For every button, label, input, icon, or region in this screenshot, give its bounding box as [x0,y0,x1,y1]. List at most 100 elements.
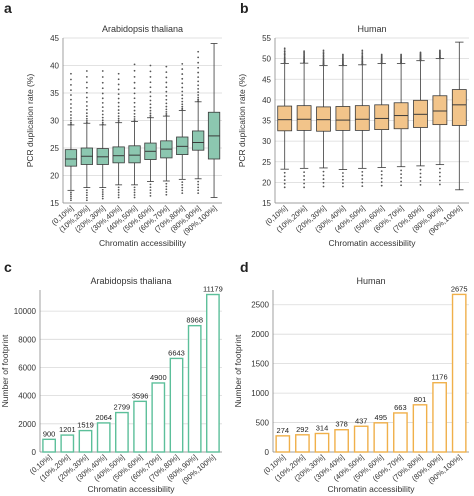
outlier-point [149,103,152,106]
outlier-point [101,92,104,95]
y-tick-label: 35 [50,89,59,98]
outlier-point [283,47,286,50]
outlier-point [197,91,200,94]
y-tick-label: 2000 [251,330,269,339]
outlier-point [85,75,88,78]
outlier-point [342,172,344,174]
outlier-point [149,194,152,197]
box-8 [192,50,205,195]
outlier-point [303,50,305,53]
bar [451,293,467,453]
box-6 [160,65,173,196]
outlier-point [70,110,72,113]
outlier-point [361,56,364,59]
outlier-point [85,189,88,192]
outlier-point [181,192,184,195]
outlier-point [117,97,120,100]
box-7 [176,62,189,195]
outlier-point [283,55,286,57]
outlier-point [361,181,364,184]
outlier-point [149,183,152,186]
y-tick-label: 55 [262,34,271,43]
outlier-point [85,91,88,94]
outlier-point [70,78,72,81]
y-tick-label: 0 [265,448,270,457]
bar-value-label: 314 [316,424,329,433]
y-tick-label: 8000 [18,335,36,344]
outlier-point [303,175,305,177]
outlier-point [85,105,88,107]
outlier-point [101,121,104,124]
bar [314,432,330,453]
bar-value-label: 378 [335,420,348,429]
outlier-point [101,116,104,119]
outlier-point [85,101,88,103]
outlier-point [283,52,286,55]
bar-value-label: 11179 [203,285,223,294]
chart-d: Human 0 500 1000 1500 2000 2500 Number of footp… [233,276,469,494]
outlier-point [380,177,383,180]
outlier-point [117,78,120,81]
y-tick-label: 15 [262,199,271,208]
outlier-point [342,182,344,185]
outlier-point [165,81,168,84]
outlier-point [101,101,104,104]
outlier-point [181,68,184,70]
outlier-point [361,49,364,52]
outlier-point [149,112,152,115]
outlier-point [283,56,286,59]
outlier-point [101,195,104,198]
outlier-point [380,181,383,183]
outlier-point [419,172,422,175]
outlier-point [181,189,184,192]
y-axis-label: Number of footprint [0,334,10,407]
outlier-point [342,53,344,56]
outlier-point [283,50,286,53]
y-tick-label: 35 [262,117,271,126]
bar-value-label: 2675 [451,284,468,293]
outlier-point [117,191,120,194]
box-1 [80,70,93,202]
y-axis-label: Number of footprint [233,334,243,407]
bar-value-label: 2799 [114,403,131,412]
outlier-point [117,194,120,196]
box-iqr [316,106,331,132]
outlier-point [322,55,325,58]
outlier-point [149,114,152,117]
outlier-point [197,180,200,183]
outlier-point [197,189,200,192]
outlier-point [342,185,344,188]
outlier-point [342,178,344,181]
outlier-point [70,103,72,105]
outlier-point [133,186,136,189]
outlier-point [322,57,325,60]
outlier-point [197,186,200,189]
outlier-point [165,102,168,105]
bar-value-label: 437 [355,416,368,425]
x-axis-label: Chromatin accessibility [88,484,176,494]
outlier-point [101,81,104,84]
bar [373,422,389,453]
outlier-point [85,81,88,84]
outlier-point [181,82,184,85]
box-3 [335,53,351,188]
box-3 [112,72,125,199]
bar [295,434,310,453]
y-tick-label: 20 [50,172,59,181]
y-axis-label: PCR duplication rate (%) [25,74,35,168]
outlier-point [117,88,120,91]
outlier-point [117,121,120,123]
outlier-point [165,71,168,74]
outlier-point [149,64,152,67]
outlier-point [117,196,120,199]
box-8 [432,49,448,186]
y-tick-label: 30 [50,117,59,126]
box-5 [374,53,390,187]
chart-title: Human [356,276,385,286]
outlier-point [133,196,136,199]
bar [169,357,184,453]
outlier-point [117,189,120,191]
outlier-point [181,186,184,189]
y-tick-label: 25 [50,144,59,153]
